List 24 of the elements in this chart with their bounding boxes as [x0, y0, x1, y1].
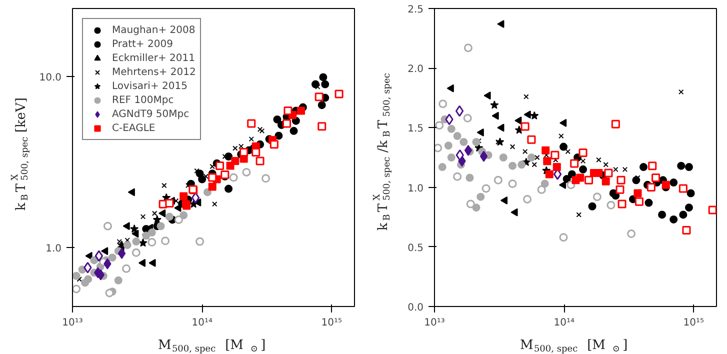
x-tick-label: 10¹³ — [62, 318, 83, 328]
legend-label: Maughan+ 2008 — [112, 24, 196, 37]
x-tick-label: 10¹⁵ — [683, 318, 704, 328]
y-tick-label: 2.0 — [408, 64, 424, 76]
y-tick-label: 0.0 — [408, 302, 424, 314]
y-axis-title: kBTX500, spec [keV] — [10, 98, 30, 211]
x-tick-label: 10¹⁵ — [321, 318, 342, 328]
legend-label: Mehrtens+ 2012 — [112, 66, 196, 79]
y-tick-label: 0.5 — [408, 242, 424, 254]
y-tick-label: 1.0 — [408, 183, 424, 194]
y-tick-label: 2.5 — [408, 4, 424, 16]
y-tick-label: 1.0 — [46, 243, 62, 254]
x-tick-label: 10¹⁴ — [192, 318, 212, 328]
y-tick-label: 1.5 — [408, 124, 424, 135]
text: kBTX500, spec/kBT500, spec — [372, 73, 392, 231]
legend-label: Eckmiller+ 2011 — [112, 52, 195, 65]
legend-label: AGNdT9 50Mpc — [112, 108, 190, 121]
legend-label: Lovisari+ 2015 — [112, 80, 188, 93]
y-tick-label: 10.0 — [39, 72, 62, 84]
x-tick-label: 10¹³ — [424, 318, 445, 328]
legend-label: Pratt+ 2009 — [112, 38, 173, 51]
legend-label: REF 100Mpc — [112, 94, 174, 107]
x-tick-label: 10¹⁴ — [554, 318, 574, 328]
legend-label: C-EAGLE — [112, 122, 156, 135]
